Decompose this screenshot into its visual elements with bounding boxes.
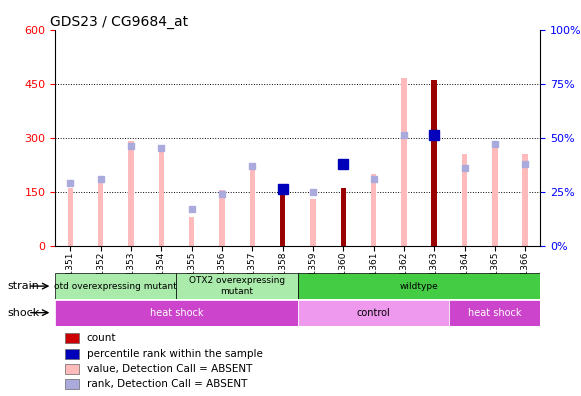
Bar bbox=[55, 300, 297, 326]
Bar bbox=[297, 273, 540, 299]
Bar bbox=[65, 349, 79, 359]
Text: otd overexpressing mutant: otd overexpressing mutant bbox=[55, 282, 177, 291]
Bar bbox=[340, 188, 346, 246]
Bar bbox=[67, 188, 73, 246]
Bar bbox=[65, 364, 79, 374]
Bar bbox=[250, 170, 255, 246]
Text: GDS23 / CG9684_at: GDS23 / CG9684_at bbox=[51, 15, 188, 29]
Bar bbox=[98, 183, 103, 246]
Bar bbox=[65, 379, 79, 389]
Text: percentile rank within the sample: percentile rank within the sample bbox=[87, 348, 263, 359]
Bar bbox=[219, 190, 225, 246]
Bar bbox=[159, 152, 164, 246]
Text: value, Detection Call = ABSENT: value, Detection Call = ABSENT bbox=[87, 364, 252, 374]
Bar bbox=[432, 80, 437, 246]
Text: shock: shock bbox=[7, 308, 40, 318]
Bar bbox=[128, 141, 134, 246]
Text: rank, Detection Call = ABSENT: rank, Detection Call = ABSENT bbox=[87, 379, 247, 389]
Bar bbox=[371, 173, 376, 246]
Bar bbox=[340, 192, 346, 246]
Text: count: count bbox=[87, 333, 116, 343]
Bar bbox=[522, 154, 528, 246]
Text: strain: strain bbox=[7, 281, 39, 291]
Bar bbox=[65, 333, 79, 343]
Bar bbox=[492, 141, 497, 246]
Text: wildtype: wildtype bbox=[400, 282, 439, 291]
Bar bbox=[297, 300, 449, 326]
Bar bbox=[310, 199, 315, 246]
Bar bbox=[449, 300, 540, 326]
Text: heat shock: heat shock bbox=[468, 308, 522, 318]
Bar bbox=[462, 154, 467, 246]
Bar bbox=[189, 217, 195, 246]
Bar bbox=[280, 195, 285, 246]
Text: control: control bbox=[357, 308, 390, 318]
Text: OTX2 overexpressing
mutant: OTX2 overexpressing mutant bbox=[189, 276, 285, 296]
Bar bbox=[401, 78, 407, 246]
Bar bbox=[177, 273, 297, 299]
Bar bbox=[55, 273, 177, 299]
Text: heat shock: heat shock bbox=[150, 308, 203, 318]
